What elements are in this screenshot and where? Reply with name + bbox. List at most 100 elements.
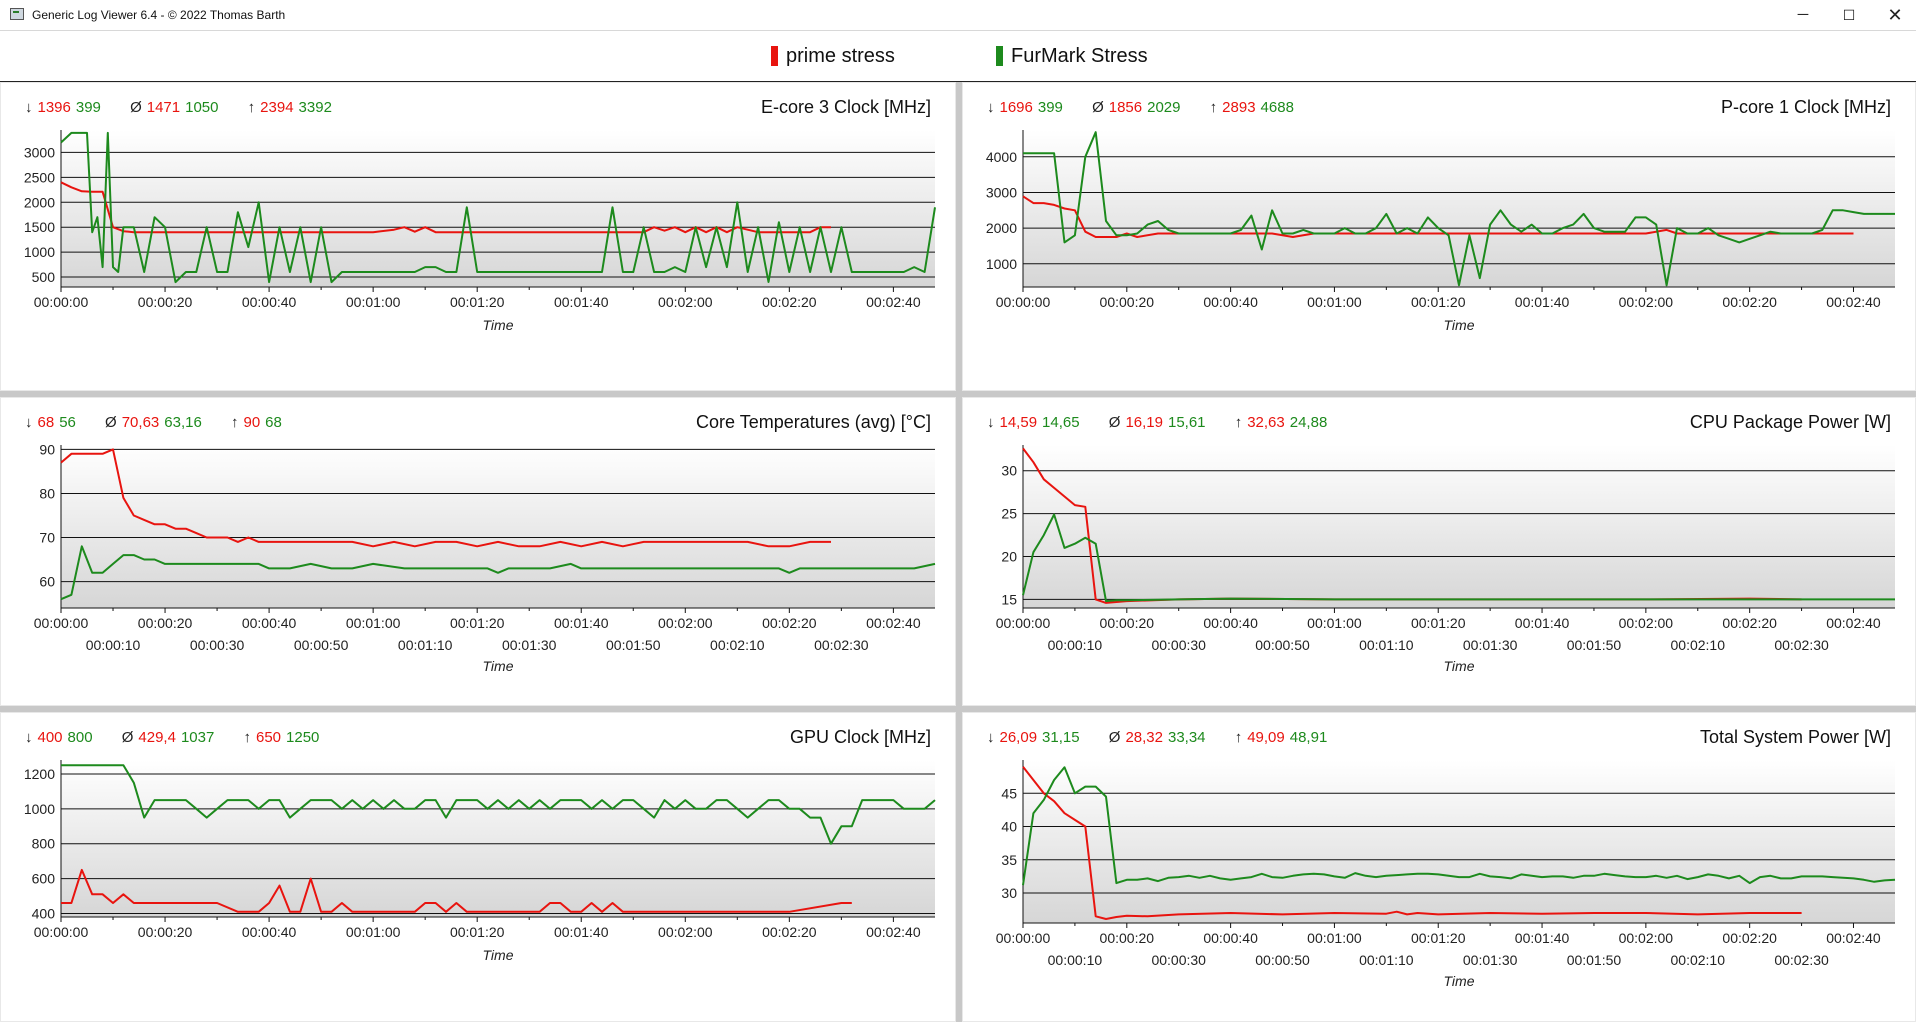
x-tick-label: 00:02:20 (1722, 930, 1777, 946)
legend-swatch-red (771, 46, 778, 66)
y-tick-label: 500 (32, 269, 56, 285)
chart-gpu-clock[interactable]: 400 600 800 1000 1200 00:00:00 00:00:20 00:00:4… (1, 713, 955, 1021)
y-tick-label: 45 (1001, 785, 1017, 801)
x-tick-label: 00:00:00 (996, 294, 1051, 310)
chart-title: CPU Package Power [W] (1689, 412, 1891, 432)
plot-area (1023, 760, 1895, 923)
x-tick-label: 00:00:40 (1203, 930, 1258, 946)
chart-title: P-core 1 Clock [MHz] (1720, 97, 1891, 117)
x-tick-label: 00:01:00 (346, 615, 401, 631)
x-tick-label: 00:01:20 (450, 294, 505, 310)
app-icon (10, 8, 24, 20)
y-tick-label: 2000 (24, 194, 55, 210)
x-tick-label: 00:01:00 (1307, 294, 1362, 310)
x-tick-label: 00:02:00 (1619, 930, 1674, 946)
legend-bar: prime stress FurMark Stress (0, 31, 1916, 83)
chart-title: E-core 3 Clock [MHz] (760, 97, 931, 117)
x-tick-label: 00:00:10 (86, 637, 141, 653)
stats-line: ↓ 1396 399 Ø 1471 1050 ↑ 2394 3392 (25, 99, 332, 116)
x-tick-label: 00:02:40 (866, 615, 921, 631)
x-tick-label: 00:01:10 (1359, 637, 1414, 653)
close-button[interactable]: ✕ (1887, 5, 1903, 25)
series-line-furmark-stress (60, 545, 936, 601)
chart-pcore1-clock[interactable]: 1000 2000 3000 4000 00:00:00 00:00:20 00:00:40… (963, 83, 1915, 390)
title-bar: Generic Log Viewer 6.4 - © 2022 Thomas B… (0, 0, 1916, 31)
chart-panel-ecore3-clock[interactable]: ↓ 1396 399 Ø 1471 1050 ↑ 2394 3392 E-core 3 Cl… (0, 82, 956, 391)
x-tick-label: 00:00:20 (1100, 930, 1155, 946)
x-tick-label: 00:00:50 (1255, 637, 1310, 653)
chart-ecore3-clock[interactable]: 500 1000 1500 2000 2500 3000 00:00:00 00:00:20 0… (1, 83, 955, 390)
x-axis-label: Time (1444, 658, 1475, 674)
x-tick-label: 00:00:30 (1151, 637, 1206, 653)
chart-core-temperatures[interactable]: 60 70 80 90 00:00:00 00:00:20 00:00:40 00:01:00… (1, 398, 955, 705)
chart-title: GPU Clock [MHz] (789, 727, 931, 747)
y-tick-label: 4000 (986, 149, 1017, 165)
x-tick-label: 00:00:00 (34, 615, 89, 631)
y-tick-label: 35 (1001, 852, 1017, 868)
y-tick-label: 800 (32, 836, 56, 852)
x-tick-label: 00:01:40 (554, 294, 609, 310)
y-tick-label: 80 (39, 485, 55, 501)
series-line-prime-stress (60, 448, 831, 548)
x-tick-label: 00:01:30 (1463, 952, 1518, 968)
plot-area (1023, 130, 1895, 287)
legend-swatch-green (996, 46, 1003, 66)
y-tick-label: 70 (39, 530, 55, 546)
x-tick-label: 00:02:40 (1826, 615, 1881, 631)
chart-panel-cpu-package-power[interactable]: ↓ 14,59 14,65 Ø 16,19 15,61 ↑ 32,63 24,88 CPU … (962, 397, 1916, 706)
x-tick-label: 00:00:00 (996, 930, 1051, 946)
x-tick-label: 00:02:40 (866, 294, 921, 310)
chart-panel-core-temperatures[interactable]: ↓ 68 56 Ø 70,63 63,16 ↑ 90 68 Core Temperature… (0, 397, 956, 706)
panel-divider-horizontal[interactable] (0, 706, 1916, 712)
x-tick-label: 00:02:30 (1774, 637, 1829, 653)
x-tick-label: 00:01:10 (1359, 952, 1414, 968)
chart-panel-pcore1-clock[interactable]: ↓ 1696 399 Ø 1856 2029 ↑ 2893 4688 P-core 1 Cl… (962, 82, 1916, 391)
chart-total-system-power[interactable]: 30 35 40 45 00:00:00 00:00:20 00:00:40 00:01:00… (963, 713, 1915, 1021)
series-line-prime-stress (61, 868, 852, 913)
x-tick-label: 00:01:40 (554, 615, 609, 631)
maximize-button[interactable]: ☐ (1842, 7, 1856, 23)
y-tick-label: 25 (1001, 506, 1017, 522)
x-tick-label: 00:01:50 (606, 637, 661, 653)
y-tick-label: 40 (1001, 819, 1017, 835)
series-line-furmark-stress (1023, 131, 1895, 287)
x-tick-label: 00:01:40 (554, 924, 609, 940)
chart-cpu-package-power[interactable]: 15 20 25 30 00:00:00 00:00:20 00:00:40 00:01:00… (963, 398, 1915, 705)
x-tick-label: 00:01:30 (502, 637, 557, 653)
x-tick-label: 00:02:20 (762, 294, 817, 310)
y-tick-label: 1000 (986, 256, 1017, 272)
x-tick-label: 00:01:00 (346, 294, 401, 310)
stats-line: ↓ 26,09 31,15 Ø 28,32 33,34 ↑ 49,09 48,91 (987, 729, 1328, 746)
x-axis-label: Time (483, 658, 514, 674)
x-tick-label: 00:01:00 (1307, 615, 1362, 631)
y-tick-label: 3000 (24, 144, 55, 160)
x-tick-label: 00:00:20 (1100, 294, 1155, 310)
x-tick-label: 00:02:10 (1671, 952, 1726, 968)
x-tick-label: 00:02:20 (1722, 615, 1777, 631)
series-line-prime-stress (1022, 766, 1802, 920)
chart-panel-gpu-clock[interactable]: ↓ 400 800 Ø 429,4 1037 ↑ 650 1250 GPU Clock [M… (0, 712, 956, 1022)
x-tick-label: 00:02:00 (1619, 294, 1674, 310)
x-axis-label: Time (1444, 317, 1475, 333)
y-tick-label: 60 (39, 574, 55, 590)
x-tick-label: 00:01:40 (1515, 930, 1570, 946)
x-tick-label: 00:00:20 (138, 615, 193, 631)
legend-label: FurMark Stress (1011, 45, 1148, 67)
x-tick-label: 00:01:50 (1567, 637, 1622, 653)
x-tick-label: 00:00:40 (242, 294, 297, 310)
x-tick-label: 00:00:20 (138, 924, 193, 940)
stats-line: ↓ 68 56 Ø 70,63 63,16 ↑ 90 68 (25, 414, 282, 431)
series-line-furmark-stress (1022, 766, 1896, 886)
panel-divider-vertical[interactable] (956, 82, 962, 1022)
window-title: Generic Log Viewer 6.4 - © 2022 Thomas B… (32, 8, 286, 22)
x-axis-label: Time (1444, 973, 1475, 989)
y-tick-label: 1200 (24, 766, 55, 782)
panel-divider-horizontal[interactable] (0, 391, 1916, 397)
minimize-button[interactable]: ─ (1797, 6, 1809, 23)
y-tick-label: 30 (1001, 463, 1017, 479)
x-tick-label: 00:00:20 (1100, 615, 1155, 631)
x-tick-label: 00:00:00 (996, 615, 1051, 631)
chart-panel-total-system-power[interactable]: ↓ 26,09 31,15 Ø 28,32 33,34 ↑ 49,09 48,91 Tota… (962, 712, 1916, 1022)
x-tick-label: 00:02:30 (814, 637, 869, 653)
x-tick-label: 00:00:40 (242, 924, 297, 940)
